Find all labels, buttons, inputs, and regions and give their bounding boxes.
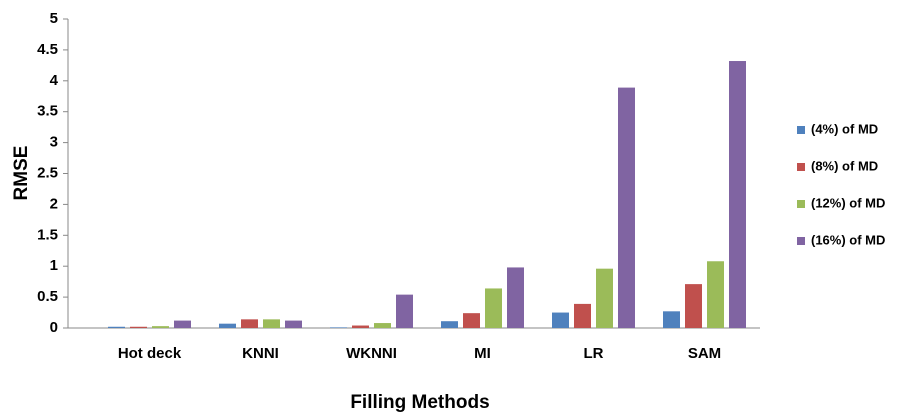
y-tick-label: 3 bbox=[50, 134, 58, 151]
bar bbox=[596, 268, 613, 328]
y-tick-label: 4 bbox=[50, 72, 59, 89]
bar bbox=[507, 267, 524, 328]
legend-swatch bbox=[797, 126, 805, 134]
x-tick-label: KNNI bbox=[242, 345, 279, 362]
bar bbox=[463, 313, 480, 328]
bar bbox=[485, 288, 502, 328]
x-axis-label: Filling Methods bbox=[350, 392, 489, 413]
legend-label: (16%) of MD bbox=[811, 232, 885, 247]
bar bbox=[285, 320, 302, 328]
bar bbox=[174, 320, 191, 328]
bar bbox=[618, 87, 635, 329]
x-tick-label: MI bbox=[474, 345, 491, 362]
legend-swatch bbox=[797, 200, 805, 208]
legend-swatch bbox=[797, 237, 805, 245]
x-tick-label: WKNNI bbox=[346, 345, 397, 362]
y-tick-label: 5 bbox=[50, 10, 58, 27]
y-tick-label: 2.5 bbox=[37, 164, 58, 181]
bar bbox=[707, 261, 724, 328]
y-tick-label: 0 bbox=[50, 319, 58, 336]
bar bbox=[685, 284, 702, 328]
bar bbox=[241, 319, 258, 328]
bar bbox=[663, 311, 680, 328]
bar bbox=[352, 325, 369, 328]
x-tick-label: Hot deck bbox=[118, 345, 182, 362]
y-tick-label: 2 bbox=[50, 195, 58, 212]
legend-swatch bbox=[797, 163, 805, 171]
bar bbox=[396, 294, 413, 328]
y-tick-label: 0.5 bbox=[37, 288, 58, 305]
bar bbox=[729, 61, 746, 329]
bar bbox=[108, 326, 125, 328]
x-tick-label: LR bbox=[584, 345, 604, 362]
y-tick-label: 3.5 bbox=[37, 103, 58, 120]
bar bbox=[263, 319, 280, 328]
y-tick-label: 4.5 bbox=[37, 41, 58, 58]
legend-label: (8%) of MD bbox=[811, 158, 878, 173]
bar bbox=[552, 312, 569, 328]
bar bbox=[330, 327, 347, 328]
bar bbox=[574, 303, 591, 328]
y-tick-label: 1.5 bbox=[37, 226, 58, 243]
legend-label: (4%) of MD bbox=[811, 121, 878, 136]
legend-label: (12%) of MD bbox=[811, 195, 885, 210]
x-tick-label: SAM bbox=[688, 345, 721, 362]
bar bbox=[219, 323, 236, 328]
y-tick-label: 1 bbox=[50, 257, 58, 274]
bar bbox=[441, 321, 458, 328]
y-axis-label: RMSE bbox=[11, 146, 32, 201]
bar bbox=[152, 326, 169, 328]
bar bbox=[374, 323, 391, 328]
bar bbox=[130, 326, 147, 328]
